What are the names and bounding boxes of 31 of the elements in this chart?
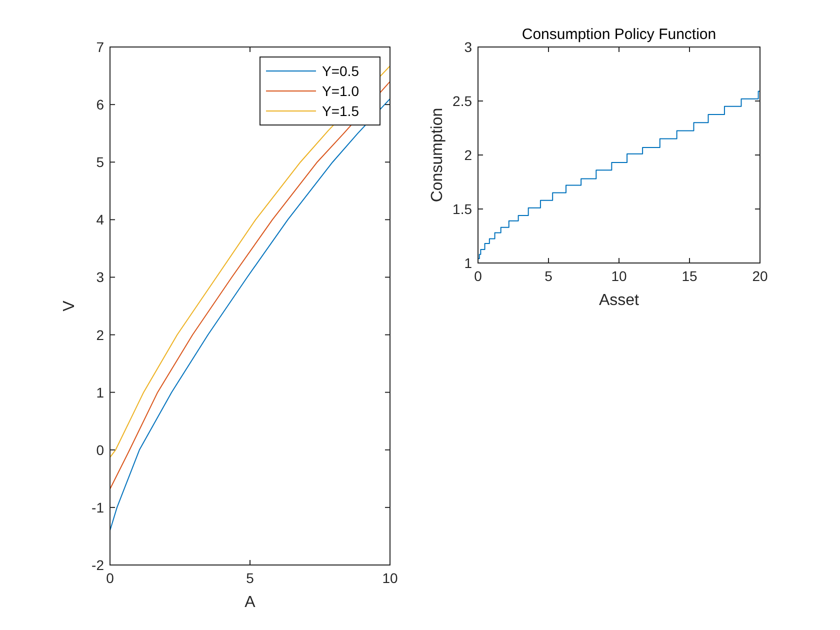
y-tick-label: 4	[96, 212, 104, 228]
y-tick-label: 2	[96, 326, 104, 343]
y-tick-label: 2	[464, 147, 472, 163]
y-tick-label: -1	[92, 499, 104, 516]
y-tick-label: 2.5	[452, 93, 472, 109]
y-tick-label: 7	[96, 39, 104, 55]
legend-label: Y=0.5	[322, 63, 360, 79]
y-tick-label: 5	[96, 154, 104, 170]
y-tick-label: 3	[96, 269, 104, 286]
y-axis-title: Consumption	[429, 108, 446, 202]
legend-label: Y=1.5	[322, 103, 360, 119]
chart-title: Consumption Policy Function	[522, 26, 716, 43]
y-tick-label: -2	[92, 557, 104, 573]
x-tick-label: 5	[544, 268, 553, 284]
x-tick-label: 0	[474, 268, 482, 284]
y-tick-label: 6	[96, 96, 104, 113]
x-tick-label: 15	[682, 268, 698, 284]
x-tick-label: 10	[382, 570, 398, 586]
y-tick-label: 1.5	[452, 201, 472, 217]
x-tick-label: 0	[106, 570, 114, 586]
x-tick-label: 5	[246, 570, 254, 586]
x-axis-title: Asset	[598, 292, 640, 309]
legend-label: Y=1.0	[322, 83, 360, 99]
y-tick-label: 1	[96, 384, 104, 400]
y-tick-label: 3	[464, 39, 472, 55]
y-tick-label: 1	[464, 255, 472, 271]
x-axis-title: A	[244, 594, 256, 611]
x-tick-label: 20	[752, 268, 768, 284]
y-axis-title: V	[61, 300, 78, 312]
x-tick-label: 10	[611, 268, 627, 284]
y-tick-label: 0	[96, 442, 104, 458]
